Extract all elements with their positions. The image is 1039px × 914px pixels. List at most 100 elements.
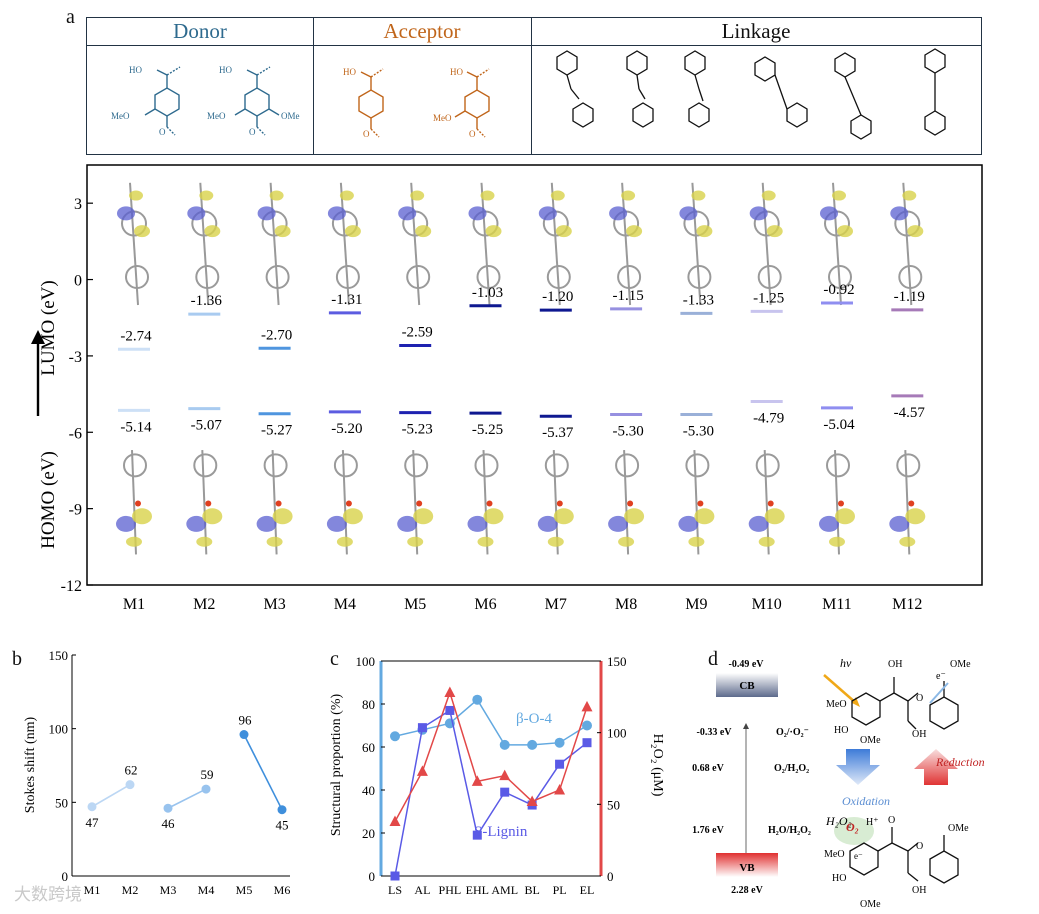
homo-lobe [256, 515, 277, 532]
c-axes: 0 20 40 60 80 100 0 50 100 150 LS AL PHL EHL AML BL PL EL [356, 654, 627, 897]
b-line-M5-M6 [243, 734, 283, 811]
lumo-lobe [344, 225, 361, 238]
c-y-tick-label: 40 [362, 783, 375, 798]
c-x-label-AL: AL [414, 883, 430, 897]
lumo-lobe [832, 190, 846, 201]
c-point-circle [390, 731, 400, 742]
molecule-bond [129, 182, 139, 306]
b-x-label-M6: M6 [274, 883, 291, 897]
lumo-lobe [415, 225, 432, 238]
divider [313, 45, 314, 155]
panel-b-label: b [12, 648, 22, 670]
hv-label: hv [840, 656, 852, 670]
b-x-label-M4: M4 [198, 883, 215, 897]
molecule-M2 [186, 182, 223, 555]
benzene-ring [265, 265, 290, 289]
cb-label: CB [739, 680, 755, 692]
benzene-ring [544, 453, 569, 478]
lumo-lobe [696, 225, 713, 238]
y-tick-label: 0 [74, 273, 82, 290]
x-label-M12: M12 [892, 596, 922, 613]
top-oh: OH [888, 659, 902, 670]
oxygen-atom [697, 500, 704, 507]
lumo-lobe [902, 190, 917, 201]
benzene-ring [755, 453, 780, 478]
homo-lobe [748, 515, 769, 532]
linkage-header: Linkage [721, 19, 791, 43]
c-point-triangle [444, 686, 456, 698]
bottom-o: O [888, 815, 895, 826]
level-right-2: O₂/H₂O₂ [774, 763, 809, 774]
homo-lobe [186, 515, 207, 532]
b-data-label: 45 [276, 818, 289, 833]
homo-lobe [537, 515, 558, 532]
homo-lobe [688, 536, 705, 547]
excitation-arrowhead [743, 723, 749, 729]
homo-lobe [196, 536, 213, 547]
b-point [163, 803, 173, 813]
y-tick-label: -6 [69, 425, 82, 442]
c-y-tick-label-right: 100 [607, 726, 627, 741]
homo-lobe [326, 515, 347, 532]
bottom-o-2: O [916, 841, 923, 852]
level-left-3: 1.76 eV [692, 825, 724, 836]
c-point-triangle [581, 700, 593, 712]
homo-value-M9: -5.30 [683, 423, 714, 439]
top-ome-2: OMe [950, 659, 971, 670]
lumo-lobe [327, 206, 346, 221]
electron-arrow [929, 682, 949, 704]
vb-value: 2.28 eV [731, 885, 763, 896]
c-point-square [500, 787, 510, 797]
light-arrowhead [852, 697, 860, 707]
panel-d-label: d [708, 648, 718, 670]
lumo-lobe [609, 206, 628, 221]
molecule-bond [339, 182, 350, 306]
lumo-lobe [766, 225, 783, 238]
struct-o-label: O [363, 129, 370, 139]
molecule-bond [480, 182, 491, 306]
y-tick-label: -3 [69, 349, 82, 366]
b-x-label-M5: M5 [236, 883, 253, 897]
x-label-M8: M8 [615, 596, 637, 613]
lumo-value-M6: -1.03 [472, 285, 503, 301]
b-data-label: 96 [239, 713, 253, 728]
b-point [239, 730, 249, 740]
lumo-lobe [339, 190, 354, 201]
oxygen-atom [135, 500, 141, 507]
top-ho: HO [834, 725, 848, 736]
top-ome: OMe [860, 735, 881, 746]
homo-lobe [483, 508, 504, 525]
legend-s-lignin: S-Lignin [474, 824, 528, 840]
c-x-label-PL: PL [553, 883, 567, 897]
molecule-bond [550, 182, 561, 306]
struct-meo-label: MeO [207, 111, 226, 121]
homo-lobe [413, 508, 434, 525]
benzene-ring [404, 453, 429, 478]
c-x-label-AML: AML [491, 883, 518, 897]
lumo-lobe [538, 206, 557, 221]
y-tick-label: -12 [61, 578, 82, 595]
benzene-ring [474, 453, 499, 478]
c-y-tick-label-right: 50 [607, 797, 620, 812]
linkage-header-cell: Linkage [531, 18, 981, 46]
o2-label: O₂ [846, 820, 859, 834]
lumo-value-M8: -1.15 [612, 288, 643, 304]
lumo-value-M12: -1.19 [894, 289, 925, 305]
struct-ho-label: HO [219, 65, 232, 75]
oxygen-atom [627, 500, 634, 507]
lumo-lobe [837, 225, 853, 238]
conduction-band [716, 673, 778, 697]
molecule-M10 [748, 182, 785, 555]
molecule-M8 [608, 182, 645, 555]
benzene-ring [896, 453, 921, 478]
lumo-value-M4: -1.31 [331, 292, 362, 308]
h2o2-label: H₂O₂ [825, 814, 852, 828]
top-meo: MeO [826, 699, 847, 710]
benzene-ring [333, 453, 358, 478]
b-data-label: 47 [86, 815, 100, 830]
top-molecule [851, 677, 959, 730]
lumo-lobe [485, 225, 502, 238]
benzene-ring [193, 453, 218, 478]
c-point-square [472, 830, 482, 840]
b-line-M1-M2 [91, 783, 131, 808]
